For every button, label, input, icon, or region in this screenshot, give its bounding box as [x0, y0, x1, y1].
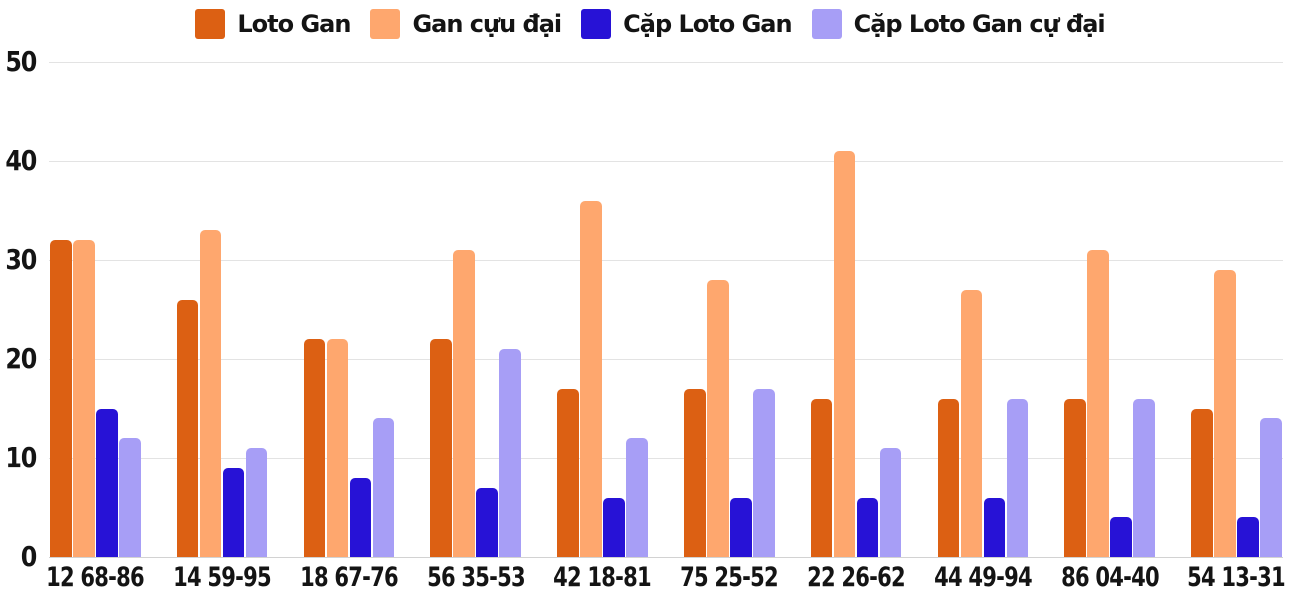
- x-tick-label: 12 68-86: [46, 562, 145, 593]
- gridline: [49, 62, 1283, 63]
- bar[interactable]: [684, 388, 706, 557]
- bar[interactable]: [603, 497, 625, 557]
- bar[interactable]: [499, 349, 521, 557]
- bar[interactable]: [879, 448, 902, 557]
- bar[interactable]: [730, 497, 752, 557]
- legend-item[interactable]: Gan cựu đại: [370, 9, 562, 39]
- bar[interactable]: [856, 497, 879, 557]
- x-tick-label: 44 49-94: [934, 562, 1033, 593]
- gridline: [49, 161, 1283, 162]
- bar[interactable]: [1064, 398, 1086, 557]
- bar[interactable]: [983, 497, 1006, 557]
- bar[interactable]: [476, 487, 498, 557]
- bar[interactable]: [1006, 398, 1029, 557]
- x-axis-baseline: [49, 557, 1283, 558]
- legend-label: Cặp Loto Gan: [623, 10, 792, 38]
- bar[interactable]: [1260, 418, 1282, 557]
- bar[interactable]: [176, 299, 199, 557]
- x-tick-label: 56 35-53: [427, 562, 526, 593]
- bar[interactable]: [960, 289, 983, 557]
- legend-item[interactable]: Cặp Loto Gan: [581, 9, 793, 39]
- legend-swatch: [581, 9, 612, 39]
- legend-label: Gan cựu đại: [412, 10, 562, 38]
- bar[interactable]: [1087, 250, 1109, 557]
- bar[interactable]: [557, 388, 579, 557]
- bar[interactable]: [349, 477, 372, 557]
- y-tick-label: 30: [5, 243, 37, 276]
- bar[interactable]: [753, 388, 775, 557]
- x-tick-label: 14 59-95: [173, 562, 272, 593]
- bar[interactable]: [96, 408, 118, 557]
- legend-label: Loto Gan: [237, 10, 351, 38]
- bar[interactable]: [937, 398, 960, 557]
- y-tick-label: 20: [5, 342, 37, 375]
- legend-label: Cặp Loto Gan cự đại: [853, 10, 1106, 38]
- bar[interactable]: [73, 240, 95, 557]
- bar[interactable]: [222, 467, 245, 557]
- bar[interactable]: [1237, 517, 1259, 557]
- gridline: [49, 359, 1283, 360]
- bar[interactable]: [372, 418, 395, 557]
- legend: Loto Gan Gan cựu đại Cặp Loto Gan Cặp Loto …: [0, 6, 1300, 42]
- bar[interactable]: [119, 438, 141, 557]
- x-tick-label: 42 18-81: [553, 562, 652, 593]
- bar[interactable]: [453, 250, 475, 557]
- y-tick-label: 10: [5, 441, 37, 474]
- gridline: [49, 260, 1283, 261]
- legend-swatch: [811, 9, 842, 39]
- bar[interactable]: [326, 339, 349, 557]
- y-tick-label: 40: [5, 144, 37, 177]
- x-tick-label: 75 25-52: [680, 562, 779, 593]
- legend-item[interactable]: Loto Gan: [195, 9, 351, 39]
- bar[interactable]: [1133, 398, 1155, 557]
- legend-swatch: [195, 9, 226, 39]
- bar[interactable]: [626, 438, 648, 557]
- gridline: [49, 458, 1283, 459]
- bar[interactable]: [245, 448, 268, 557]
- bar[interactable]: [1110, 517, 1132, 557]
- x-tick-label: 22 26-62: [807, 562, 906, 593]
- bar[interactable]: [303, 339, 326, 557]
- x-tick-label: 18 67-76: [300, 562, 399, 593]
- x-tick-label: 86 04-40: [1061, 562, 1160, 593]
- y-tick-label: 50: [5, 45, 37, 78]
- bar[interactable]: [1214, 269, 1236, 557]
- bar[interactable]: [810, 398, 833, 557]
- y-tick-label: 0: [20, 540, 38, 573]
- bar[interactable]: [430, 339, 452, 557]
- bar[interactable]: [833, 151, 856, 557]
- x-tick-label: 54 13-31: [1187, 562, 1286, 593]
- bar[interactable]: [50, 240, 72, 557]
- legend-item[interactable]: Cặp Loto Gan cự đại: [811, 9, 1106, 39]
- bar[interactable]: [580, 200, 602, 557]
- bar[interactable]: [199, 230, 222, 557]
- bar[interactable]: [707, 279, 729, 557]
- bar[interactable]: [1191, 408, 1213, 557]
- legend-swatch: [370, 9, 401, 39]
